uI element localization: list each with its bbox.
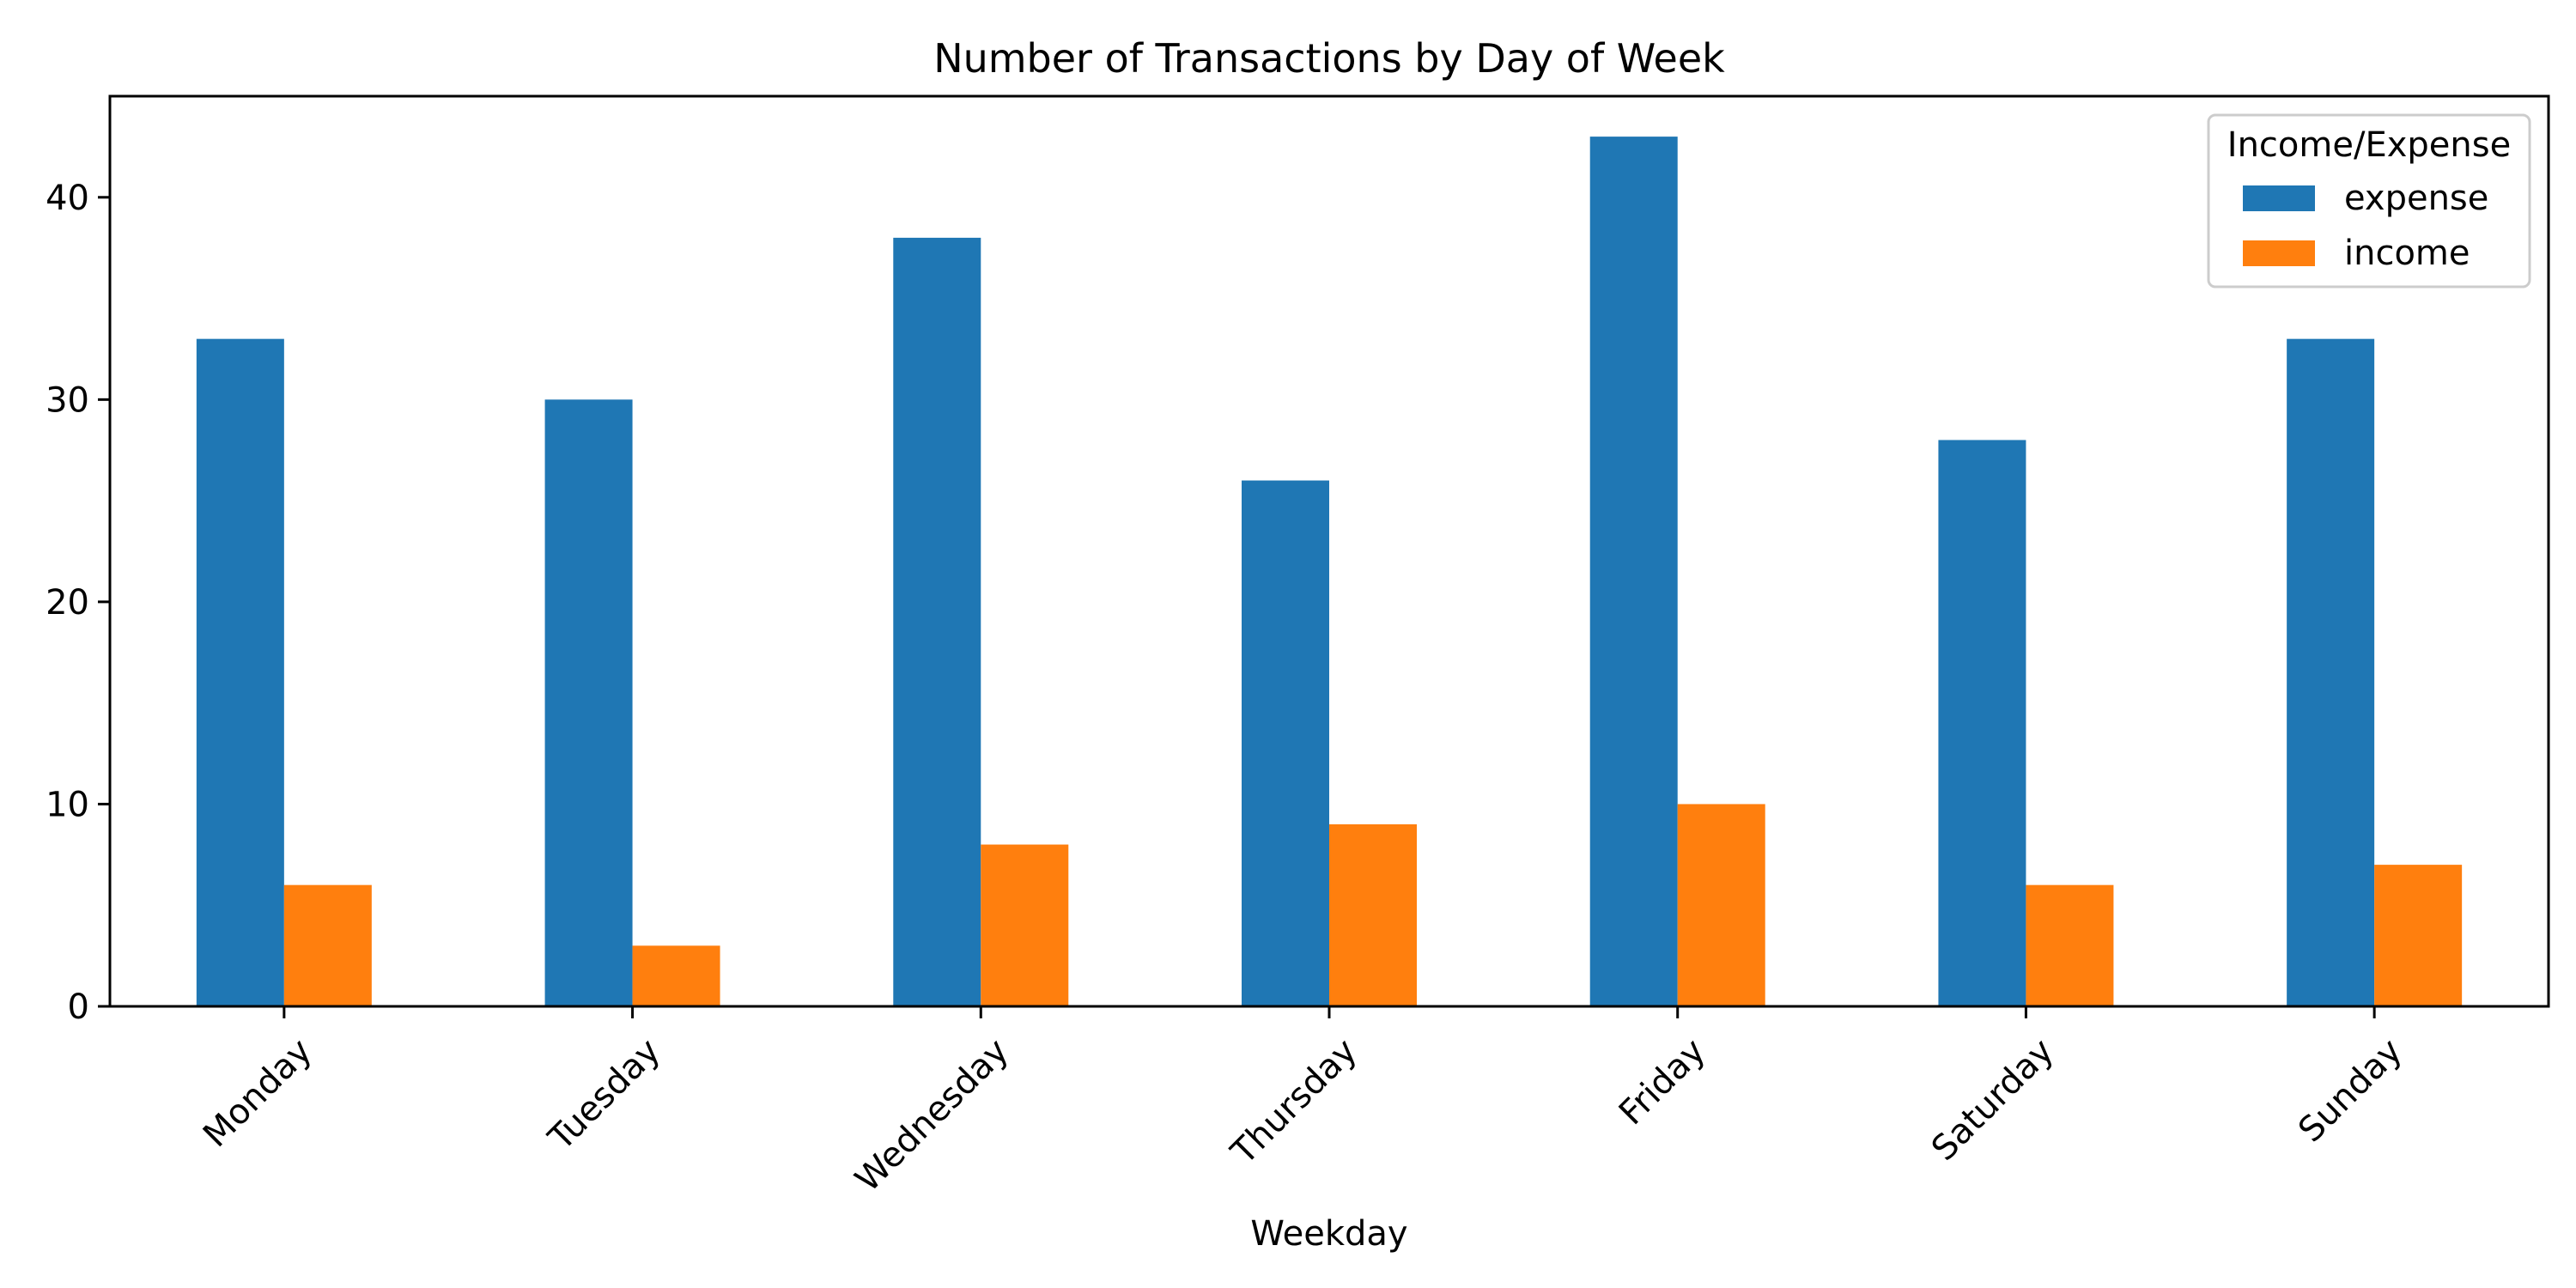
chart-title: Number of Transactions by Day of Week <box>933 35 1725 82</box>
bar-income-saturday <box>2026 884 2114 1006</box>
legend-label-income: income <box>2344 234 2470 273</box>
y-tick-label: 10 <box>46 785 89 824</box>
legend-swatch-expense <box>2243 185 2315 211</box>
bar-expense-thursday <box>1242 480 1329 1006</box>
y-tick-label: 0 <box>68 987 89 1027</box>
legend-title: Income/Expense <box>2227 125 2511 165</box>
bar-expense-sunday <box>2287 338 2375 1007</box>
bar-income-tuesday <box>632 945 720 1006</box>
legend: Income/Expense expense income <box>2207 113 2531 289</box>
x-axis-label: Weekday <box>1250 1214 1407 1254</box>
y-tick-label: 20 <box>46 583 89 623</box>
bar-expense-friday <box>1589 137 1678 1007</box>
bar-income-monday <box>283 884 372 1006</box>
y-tick-label: 30 <box>46 380 89 420</box>
legend-swatch-income <box>2243 240 2315 266</box>
bar-expense-tuesday <box>544 399 633 1006</box>
bar-income-sunday <box>2374 865 2463 1006</box>
bar-income-wednesday <box>981 844 1069 1006</box>
bar-income-friday <box>1677 804 1765 1006</box>
bar-expense-monday <box>196 338 284 1007</box>
legend-label-expense: expense <box>2344 179 2488 218</box>
plot-frame <box>108 94 2550 1008</box>
y-axis: 0 10 20 30 40 <box>46 179 110 1027</box>
bar-expense-saturday <box>1938 440 2026 1006</box>
y-tick-label: 40 <box>46 179 89 218</box>
bar-income-thursday <box>1329 824 1417 1006</box>
bar-expense-wednesday <box>893 237 981 1006</box>
bars-layer <box>196 137 2463 1007</box>
